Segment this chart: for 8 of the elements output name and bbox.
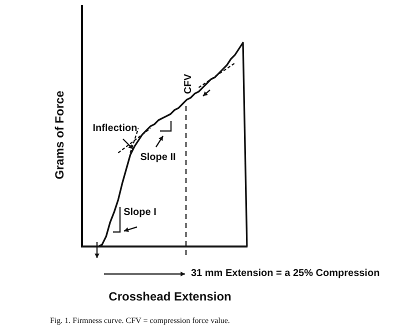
text: 31 mm Extension = a 25% Compression [191, 268, 380, 279]
x-axis-title: Crosshead Extension [108, 289, 232, 304]
y-axis-title: Grams of Force [52, 90, 66, 180]
annotation: CFV [182, 74, 194, 94]
annotation: Slope II [140, 152, 176, 163]
caption: Fig. 1. Firmness curve. CFV = compression force value. [50, 316, 230, 326]
annotation: Inflection [92, 122, 138, 134]
annotation: Slope I [124, 206, 157, 218]
